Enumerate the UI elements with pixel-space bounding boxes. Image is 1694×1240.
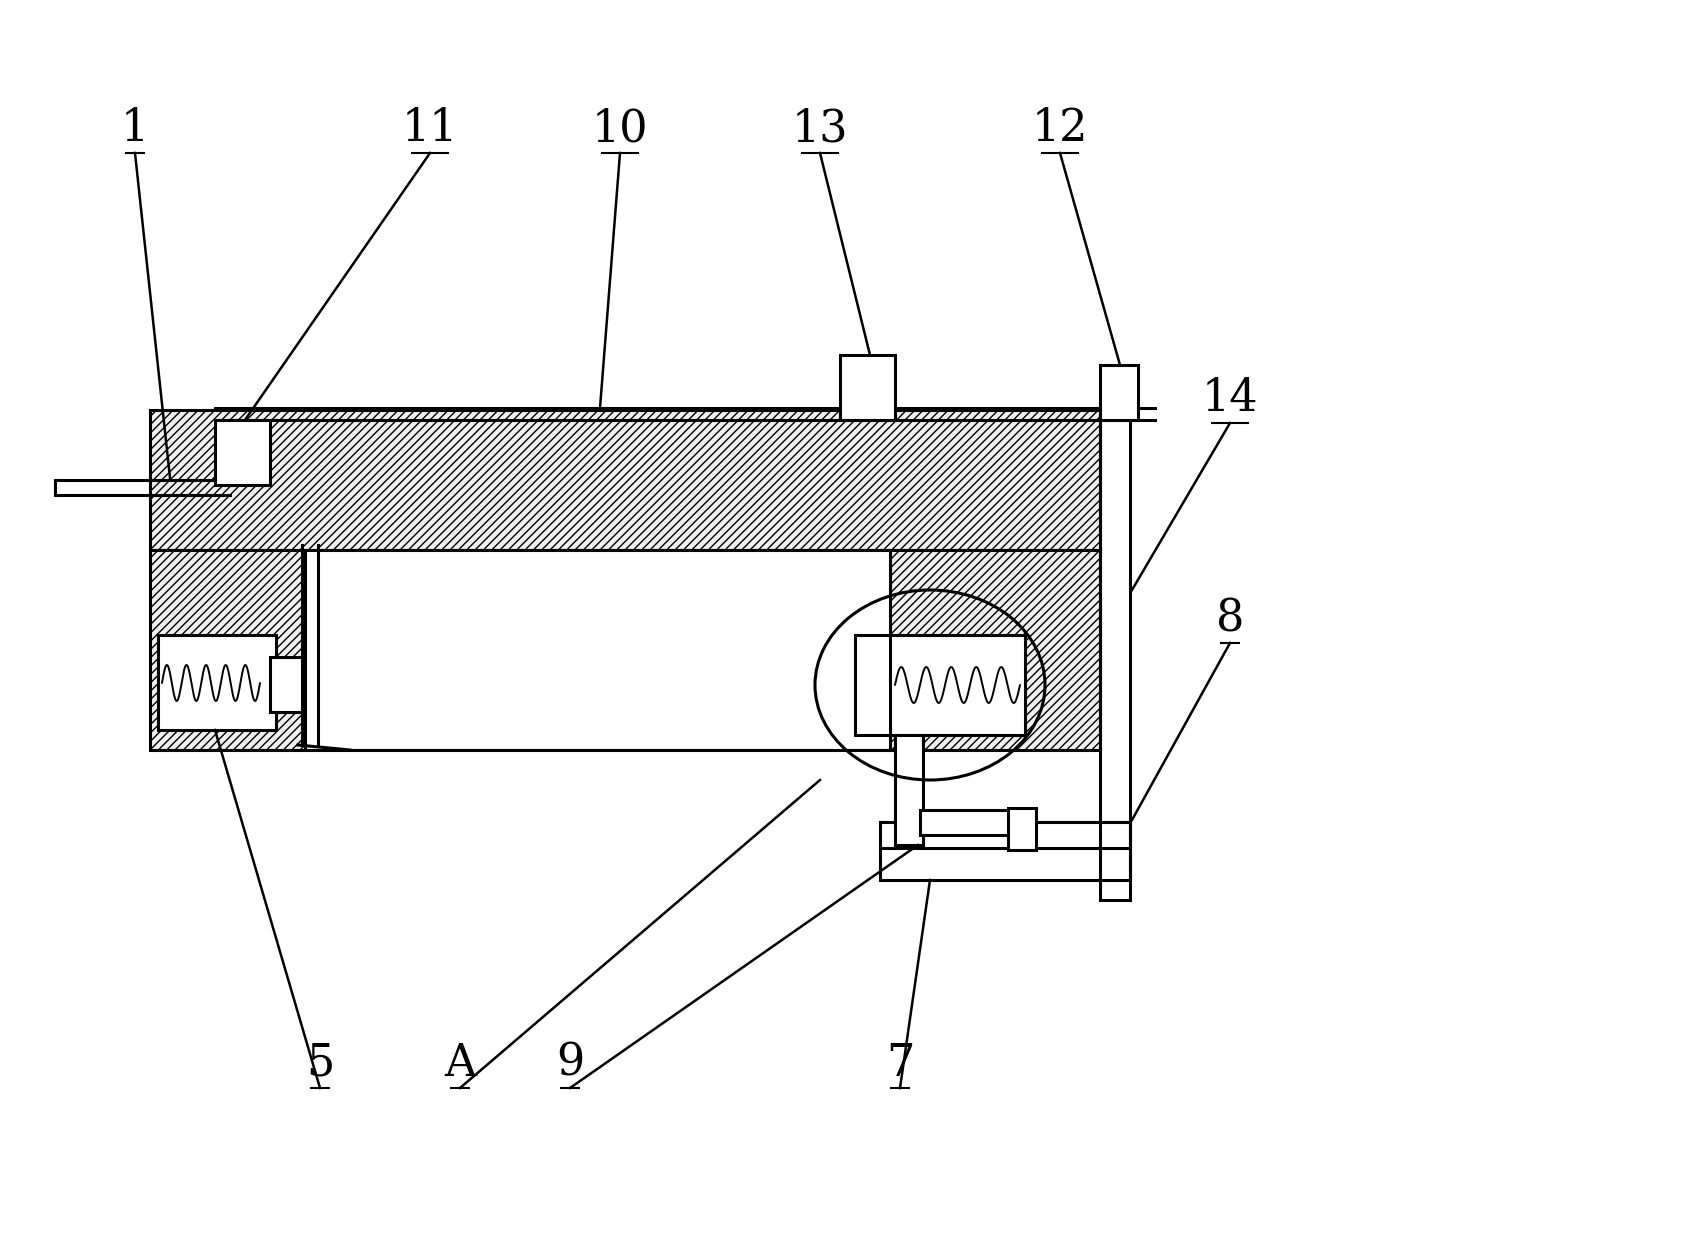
Text: 11: 11 <box>401 107 459 150</box>
Bar <box>855 635 893 735</box>
Bar <box>889 635 1025 735</box>
Bar <box>215 420 269 485</box>
Bar <box>889 551 1099 750</box>
Text: 9: 9 <box>556 1042 584 1085</box>
Bar <box>305 551 889 750</box>
Bar <box>151 551 305 750</box>
Bar <box>158 635 276 730</box>
Text: A: A <box>444 1042 476 1085</box>
Bar <box>1008 808 1037 849</box>
Text: 13: 13 <box>791 107 849 150</box>
Bar <box>879 848 1130 880</box>
Bar <box>920 810 1010 835</box>
Bar <box>879 822 1130 849</box>
Bar <box>269 657 302 712</box>
Text: 12: 12 <box>1032 107 1088 150</box>
Text: 7: 7 <box>886 1042 915 1085</box>
Text: 10: 10 <box>591 107 649 150</box>
Bar <box>151 410 1099 551</box>
Bar <box>894 735 923 844</box>
Bar <box>1099 365 1138 420</box>
Bar <box>840 355 894 420</box>
Text: 14: 14 <box>1201 377 1259 420</box>
Text: 8: 8 <box>1216 596 1243 640</box>
Text: 1: 1 <box>120 107 149 150</box>
Text: 5: 5 <box>307 1042 334 1085</box>
